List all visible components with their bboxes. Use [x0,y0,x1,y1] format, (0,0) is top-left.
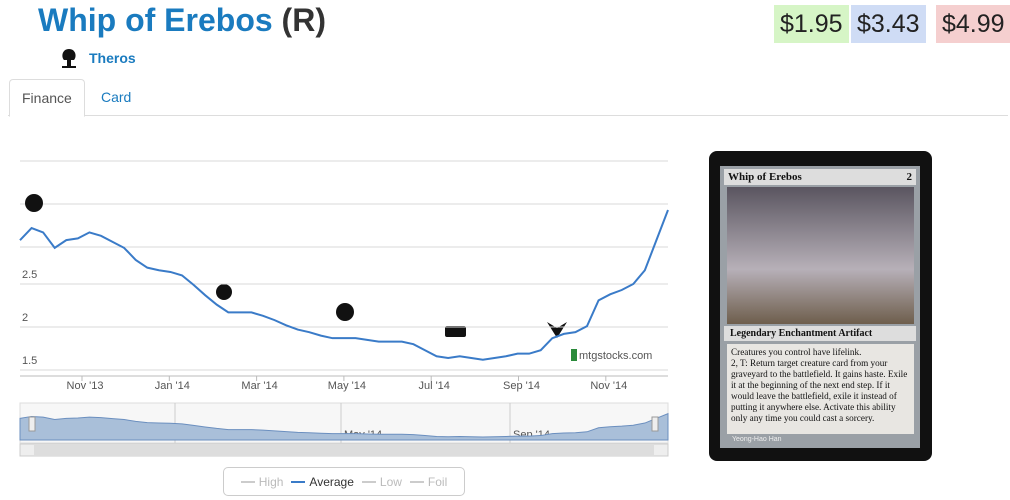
legend-item[interactable]: High [240,474,284,489]
x-tick-label: Nov '14 [590,380,627,392]
legend-item[interactable]: Low [361,474,402,489]
legend-label: Average [309,474,354,489]
legend-label: High [258,474,284,489]
x-tick-label: Mar '14 [241,380,277,392]
card-title: Whip of Erebos (R) [38,2,326,39]
x-tick-label: Nov '13 [67,380,104,392]
set-icon [62,49,76,68]
watermark: mtgstocks.com [579,350,652,362]
watermark-icon [571,349,577,361]
card-cost: 2 [906,171,913,183]
set-name[interactable]: Theros [89,50,136,66]
y-tick-label: 1.5 [22,355,37,367]
x-tick-label: Jan '14 [155,380,190,392]
legend-swatch [240,480,255,483]
legend-item[interactable]: Average [291,474,354,489]
scrollbar-thumb[interactable] [34,445,654,455]
legend-label: Low [379,474,402,489]
legend: High Average Low Foil [223,467,465,496]
legend-swatch [291,480,306,483]
set-icons [25,194,567,338]
card-artist: Yeong-Hao Han [732,436,782,443]
legend-swatch [361,480,376,483]
tab-divider [8,115,1008,116]
x-tick-label: May '14 [328,380,366,392]
x-tick-label: Sep '14 [503,380,540,392]
navigator-area [19,412,669,441]
extra-grid [20,160,668,248]
card-name: Whip of Erebos [728,171,802,183]
legend-swatch [409,480,424,483]
price-high: $4.99 [936,5,1010,43]
y-tick-label: 2.5 [22,269,37,281]
price-line [19,209,669,361]
legend-label: Foil [427,474,448,489]
price-low: $1.95 [774,5,849,43]
card-art [727,187,914,324]
x-tick-label: Jul '14 [418,380,449,392]
price-average: $3.43 [851,5,926,43]
y-tick-label: 2 [22,312,28,324]
navigator-handle [651,416,659,432]
rarity: (R) [281,2,326,38]
card-rule: Creatures you control have lifelink. [731,347,862,357]
legend-item[interactable]: Foil [409,474,448,489]
tab-finance[interactable]: Finance [9,79,85,117]
tab-card[interactable]: Card [101,89,132,105]
card-textbox: Creatures you control have lifelink. 2, … [727,344,914,434]
price-chart: 1.5 2 2.5 Nov '13 Jan '14 Mar '14 May '14 Jul '… [19,160,669,457]
card-rule: 2, T: Return target creature card from y… [731,358,908,423]
title-text: Whip of Erebos [38,2,273,38]
card-name-bar: Whip of Erebos 2 [724,169,916,185]
navigator-handle [28,416,36,432]
card-type: Legendary Enchantment Artifact [724,326,916,341]
